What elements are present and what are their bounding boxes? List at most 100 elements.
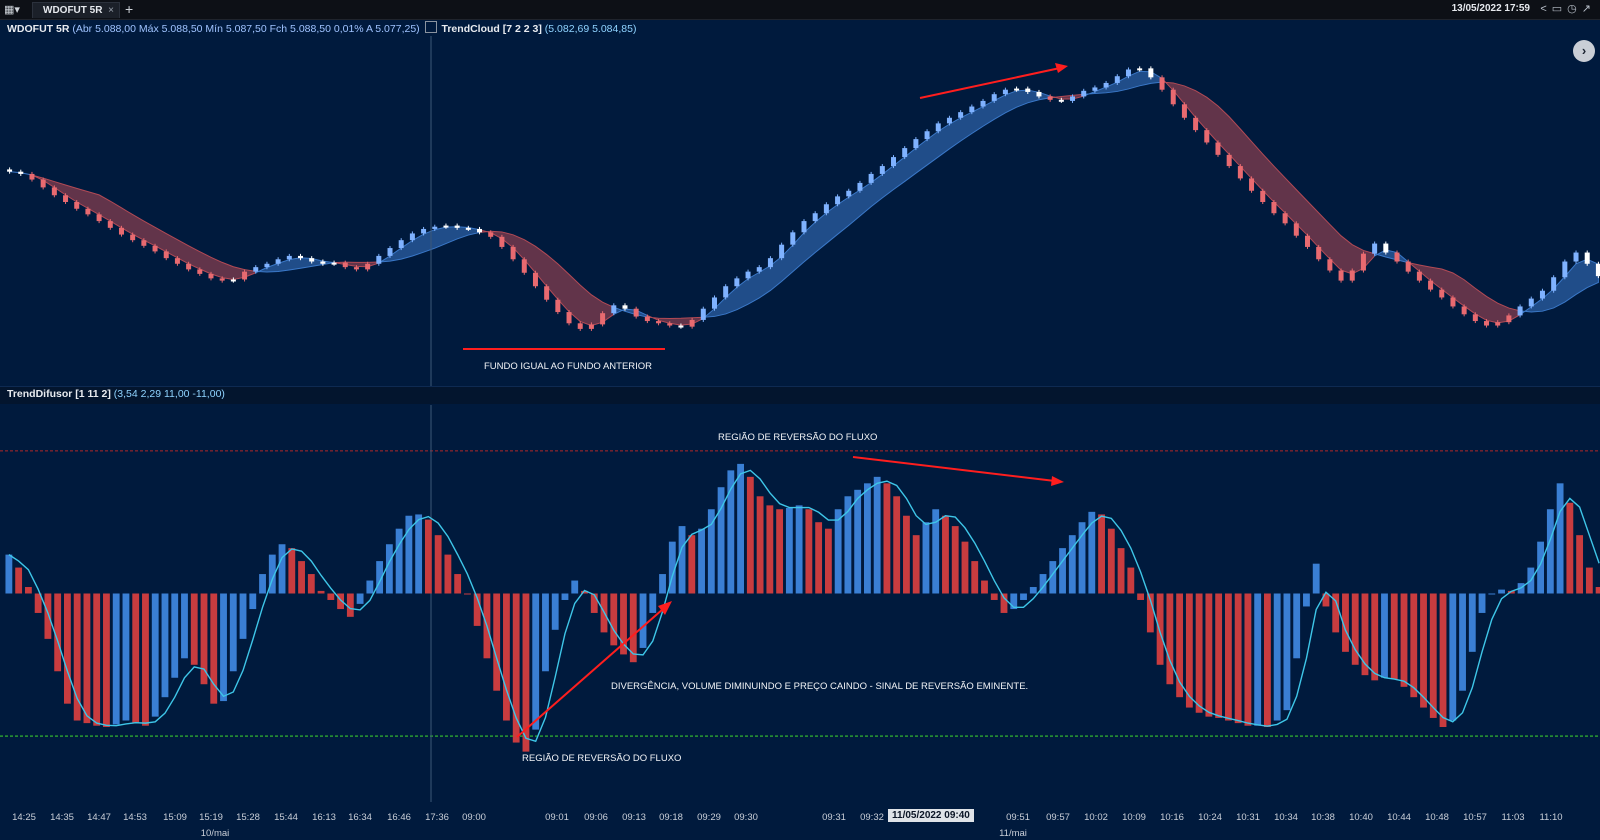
histogram-bar-87 <box>854 489 862 594</box>
histogram-bar-3 <box>34 593 42 613</box>
annotation-equal-bottom: FUNDO IGUAL AO FUNDO ANTERIOR <box>484 361 653 372</box>
candle-body-50 <box>566 312 572 324</box>
histogram-bar-14 <box>142 593 149 726</box>
histogram-bar-28 <box>278 544 286 594</box>
time-tick-label: 10:44 <box>1387 812 1411 823</box>
histogram-bar-47 <box>464 593 471 595</box>
time-tick-label: 10:24 <box>1198 812 1222 823</box>
histogram-bar-6 <box>64 593 71 704</box>
time-tick-label: 10:38 <box>1311 812 1335 823</box>
candle-body-94 <box>1058 99 1064 102</box>
candle-body-62 <box>700 308 706 320</box>
reversal-arrowhead <box>658 601 672 615</box>
histogram-bar-44 <box>434 535 442 594</box>
price-info-line: WDOFUT 5R (Abr 5.088,00 Máx 5.088,50 Mín… <box>7 21 636 35</box>
candle-body-27 <box>309 258 315 262</box>
toolbar-icons[interactable]: <▭◷↗ <box>1540 2 1596 15</box>
histogram-bar-153 <box>1498 589 1505 594</box>
time-tick-label: 15:09 <box>163 812 187 823</box>
candle-body-75 <box>846 190 852 197</box>
candle-body-59 <box>667 323 673 326</box>
oscillator-chart[interactable] <box>0 405 1600 802</box>
histogram-bar-101 <box>990 593 998 600</box>
histogram-bar-65 <box>639 593 647 648</box>
candle-body-5 <box>63 195 69 202</box>
panel-separator[interactable] <box>0 386 1600 404</box>
candle-body-112 <box>1260 190 1266 202</box>
histogram-bar-113 <box>1107 528 1115 594</box>
histogram-bar-105 <box>1029 587 1037 594</box>
candle-body-125 <box>1405 261 1411 272</box>
price-chart[interactable] <box>0 36 1600 388</box>
histogram-bar-79 <box>776 509 784 594</box>
candle-body-71 <box>801 221 807 233</box>
time-tick-label: 16:46 <box>387 812 411 823</box>
window-icon[interactable]: ▭ <box>1551 3 1568 15</box>
candle-body-128 <box>1439 289 1445 298</box>
candle-body-78 <box>879 166 885 174</box>
histogram-bar-24 <box>239 593 247 639</box>
candle-body-87 <box>980 100 986 107</box>
candle-body-60 <box>678 325 684 328</box>
candle-body-80 <box>902 148 908 158</box>
histogram-bar-149 <box>1459 593 1466 691</box>
app-menu-icon[interactable]: ▦▾ <box>4 4 20 16</box>
histogram-bar-16 <box>161 593 169 698</box>
new-tab-button[interactable]: + <box>125 1 134 17</box>
day-label-11mai: 11/mai <box>999 828 1027 839</box>
histogram-bar-53 <box>522 593 530 752</box>
histogram-bar-22 <box>220 593 227 702</box>
histogram-bar-162 <box>1585 567 1593 594</box>
histogram-bar-133 <box>1303 593 1310 607</box>
histogram-bar-143 <box>1400 593 1408 687</box>
candle-body-88 <box>991 94 997 101</box>
share-icon[interactable]: < <box>1540 3 1552 15</box>
candle-body-47 <box>532 272 538 287</box>
histogram-bar-10 <box>103 593 110 728</box>
time-tick-label: 16:34 <box>348 812 372 823</box>
candle-body-12 <box>141 240 147 246</box>
signal-line <box>8 469 1600 743</box>
histogram-bar-69 <box>678 526 686 594</box>
indicator-visibility-icon[interactable] <box>424 21 437 33</box>
histogram-bar-43 <box>424 519 432 594</box>
histogram-bar-74 <box>727 470 735 594</box>
candle-body-49 <box>555 299 561 313</box>
time-tick-label: 10:34 <box>1274 812 1298 823</box>
scroll-right-button[interactable]: › <box>1573 40 1595 62</box>
candle-body-29 <box>331 262 337 265</box>
histogram-bar-38 <box>376 561 384 594</box>
time-tick-label: 09:57 <box>1046 812 1070 823</box>
day-label-10mai: 10/mai <box>200 828 230 839</box>
cloud-segment-14 <box>1519 258 1599 316</box>
histogram-bar-111 <box>1088 511 1096 594</box>
candle-body-82 <box>924 131 930 140</box>
candle-body-120 <box>1349 270 1355 281</box>
datetime-display: 13/05/2022 17:59 <box>1451 3 1530 14</box>
candle-body-28 <box>320 261 326 264</box>
clock-icon[interactable]: ◷ <box>1567 3 1582 15</box>
time-axis[interactable] <box>0 802 1600 840</box>
histogram-bar-97 <box>951 526 959 594</box>
chart-icon[interactable]: ↗ <box>1581 3 1596 15</box>
candle-body-142 <box>1595 263 1600 277</box>
histogram-bar-72 <box>707 509 715 594</box>
histogram-bar-46 <box>454 574 462 594</box>
candle-body-36 <box>409 233 415 241</box>
candle-body-124 <box>1394 252 1400 262</box>
symbol-label: WDOFUT 5R <box>7 23 70 35</box>
time-tick-label: 11:10 <box>1539 812 1563 823</box>
time-tick-label: 09:00 <box>462 812 486 823</box>
close-tab-icon[interactable]: × <box>108 5 114 16</box>
tab-wdofut[interactable]: WDOFUT 5R × <box>32 2 120 18</box>
histogram-bar-142 <box>1390 593 1398 680</box>
histogram-bar-57 <box>561 593 569 600</box>
histogram-bar-138 <box>1351 593 1359 665</box>
time-tick-label: 10:16 <box>1160 812 1184 823</box>
candle-body-45 <box>510 246 516 260</box>
candle-body-81 <box>913 139 919 149</box>
time-tick-label: 15:28 <box>236 812 260 823</box>
time-tick-label: 09:51 <box>1006 812 1030 823</box>
oscillator-values: (3,54 2,29 11,00 -11,00) <box>113 388 225 400</box>
candle-body-90 <box>1014 88 1020 91</box>
